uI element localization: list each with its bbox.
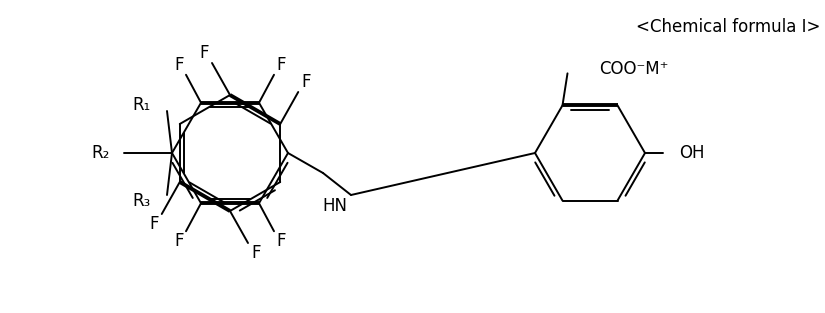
Text: F: F — [276, 56, 285, 74]
Text: OH: OH — [679, 144, 705, 162]
Text: F: F — [149, 215, 158, 233]
Text: <Chemical formula I>: <Chemical formula I> — [635, 18, 820, 36]
Text: F: F — [174, 56, 184, 74]
Text: R₂: R₂ — [92, 144, 110, 162]
Text: F: F — [301, 73, 311, 91]
Text: F: F — [174, 232, 184, 250]
Text: R₁: R₁ — [133, 96, 151, 114]
Text: F: F — [276, 232, 285, 250]
Text: R₃: R₃ — [133, 192, 151, 210]
Text: F: F — [252, 244, 261, 262]
Text: F: F — [200, 44, 209, 62]
Text: COO⁻M⁺: COO⁻M⁺ — [600, 60, 669, 78]
Text: HN: HN — [322, 197, 347, 215]
